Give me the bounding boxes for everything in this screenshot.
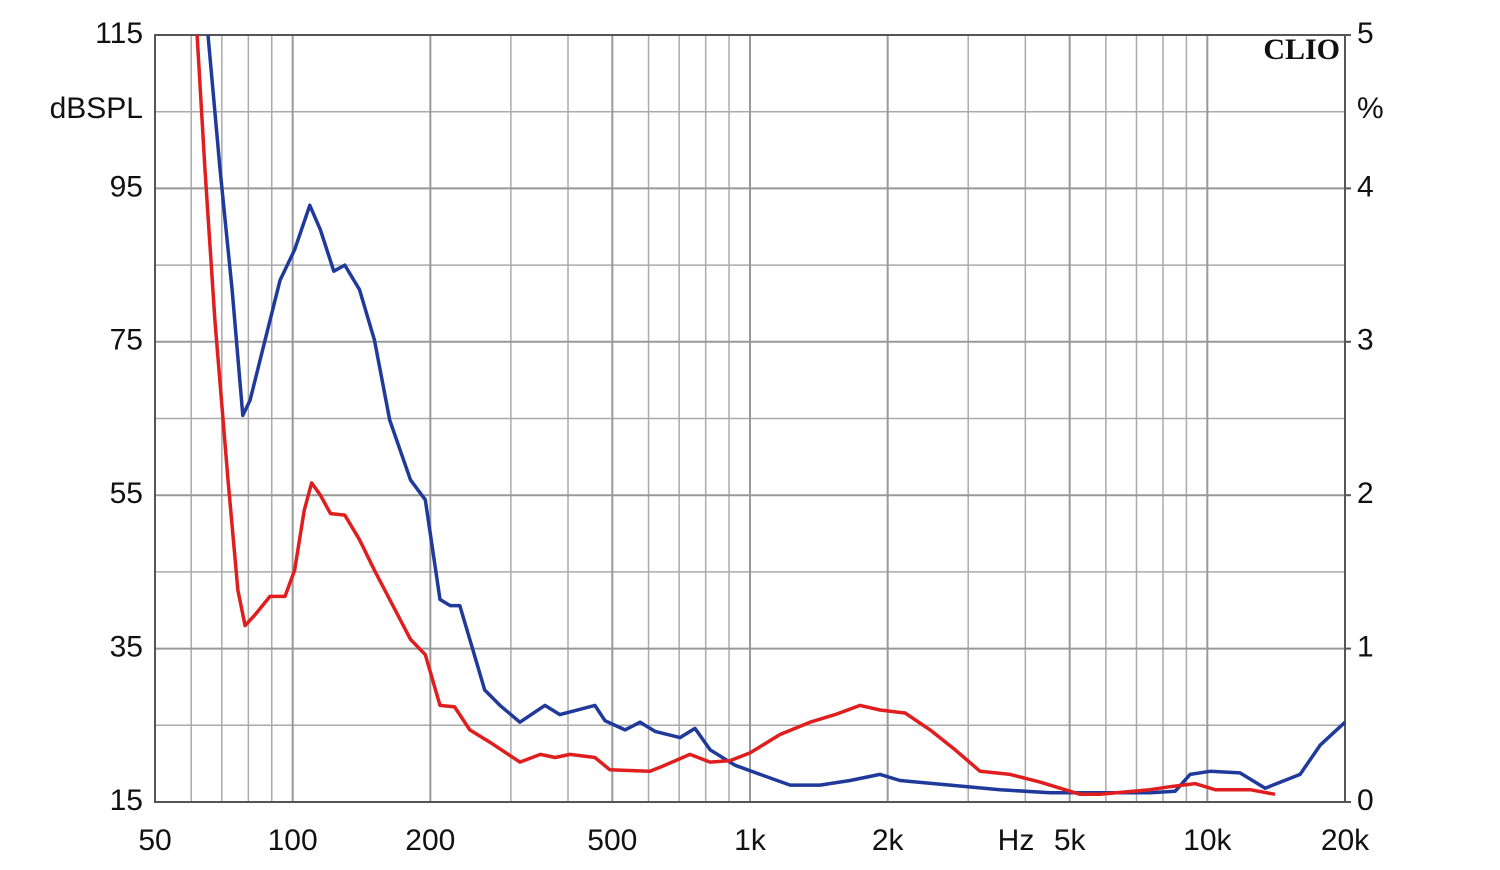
y2-tick-label: 3 [1357, 324, 1374, 357]
y-tick-label: 15 [110, 784, 143, 817]
x-tick-label: 20k [1321, 824, 1370, 857]
x-tick-label: 2k [872, 824, 905, 857]
y-axis-label: dBSPL [50, 92, 143, 125]
y-tick-label: 95 [110, 170, 143, 203]
x-unit-label: Hz [998, 824, 1035, 857]
x-tick-label: 500 [587, 824, 637, 857]
y2-axis-label: % [1357, 92, 1384, 125]
y-tick-label: 55 [110, 477, 143, 510]
x-tick-label: 5k [1054, 824, 1087, 857]
x-tick-label: 100 [268, 824, 318, 857]
data-line [195, 35, 1276, 797]
data-line [206, 35, 1345, 795]
y-tick-label: 75 [110, 324, 143, 357]
x-tick-label: 200 [405, 824, 455, 857]
plot-area [195, 35, 1345, 797]
y-tick-label: 35 [110, 631, 143, 664]
y2-tick-label: 5 [1357, 17, 1374, 50]
x-tick-label: 10k [1183, 824, 1232, 857]
watermark: CLIO [1263, 33, 1340, 66]
x-tick-label: 50 [138, 824, 171, 857]
y2-tick-label: 4 [1357, 170, 1374, 203]
plot-frame [154, 34, 1346, 803]
y2-tick-label: 0 [1357, 784, 1374, 817]
y2-tick-label: 1 [1357, 631, 1374, 664]
y2-tick-label: 2 [1357, 477, 1374, 510]
x-tick-label: 1k [734, 824, 767, 857]
y-tick-label: 115 [95, 17, 143, 50]
